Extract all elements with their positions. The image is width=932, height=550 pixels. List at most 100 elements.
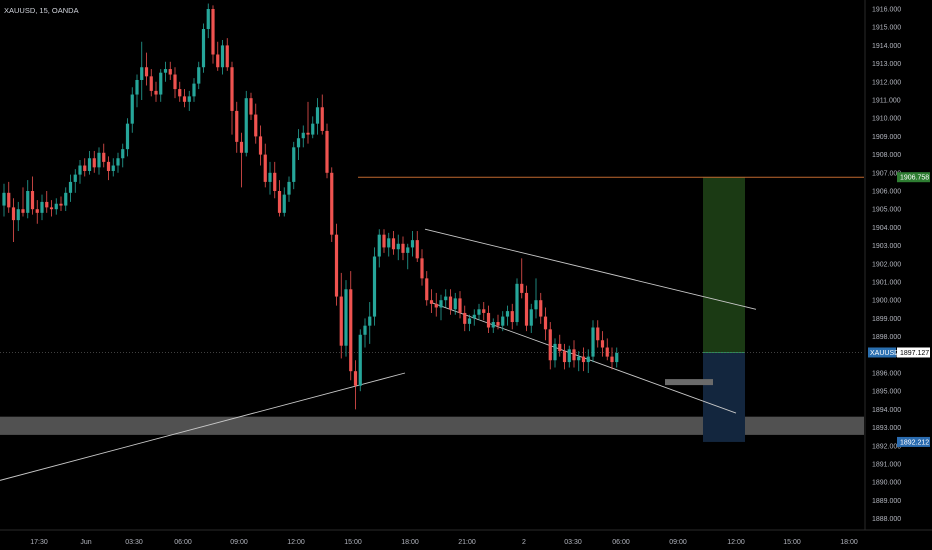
candle[interactable]: [453, 292, 457, 315]
candle[interactable]: [387, 232, 391, 257]
candle[interactable]: [154, 81, 158, 102]
candle[interactable]: [197, 61, 201, 90]
candle[interactable]: [159, 69, 163, 102]
candle[interactable]: [121, 143, 125, 168]
candle[interactable]: [11, 198, 16, 242]
support-zone[interactable]: [0, 416, 864, 435]
candle[interactable]: [68, 174, 73, 202]
candle[interactable]: [97, 147, 101, 175]
candle[interactable]: [249, 92, 253, 121]
candle[interactable]: [605, 338, 609, 361]
candle[interactable]: [358, 329, 362, 392]
candle[interactable]: [320, 94, 324, 135]
candle[interactable]: [225, 38, 229, 71]
candle[interactable]: [425, 271, 429, 306]
candle[interactable]: [558, 334, 562, 357]
candle[interactable]: [92, 150, 96, 173]
candle[interactable]: [282, 187, 286, 217]
candle[interactable]: [273, 161, 277, 199]
candle[interactable]: [429, 289, 434, 313]
loss-zone[interactable]: [703, 352, 745, 442]
candle[interactable]: [140, 41, 144, 100]
candle[interactable]: [16, 201, 20, 232]
candle[interactable]: [187, 90, 191, 111]
candle[interactable]: [615, 347, 619, 368]
profit-zone[interactable]: [703, 177, 745, 353]
candle[interactable]: [401, 236, 405, 261]
candle[interactable]: [73, 169, 77, 193]
candle[interactable]: [7, 181, 11, 213]
candle[interactable]: [263, 143, 267, 188]
candle[interactable]: [106, 156, 111, 181]
candle[interactable]: [534, 278, 538, 319]
candle[interactable]: [87, 150, 92, 175]
candle[interactable]: [482, 302, 486, 321]
candle[interactable]: [306, 101, 310, 144]
candle[interactable]: [515, 278, 519, 326]
candle[interactable]: [334, 223, 339, 306]
candle[interactable]: [311, 116, 315, 139]
candle[interactable]: [220, 39, 225, 75]
candle[interactable]: [149, 69, 153, 97]
candle[interactable]: [216, 41, 220, 71]
candle[interactable]: [21, 187, 25, 217]
candle[interactable]: [102, 143, 106, 168]
candle[interactable]: [201, 23, 206, 73]
candle[interactable]: [349, 271, 353, 381]
price-marker-box[interactable]: [665, 379, 713, 386]
candle[interactable]: [391, 231, 396, 255]
candle[interactable]: [244, 90, 248, 157]
candle[interactable]: [529, 303, 533, 333]
candle[interactable]: [296, 129, 301, 161]
candle[interactable]: [434, 292, 438, 317]
symbol-header[interactable]: XAUUSD, 15, OANDA: [4, 6, 79, 15]
candle[interactable]: [396, 234, 400, 261]
candle[interactable]: [182, 89, 187, 108]
candle[interactable]: [553, 338, 557, 368]
candle[interactable]: [64, 187, 68, 212]
candle[interactable]: [83, 158, 87, 177]
candle[interactable]: [325, 123, 329, 179]
candle[interactable]: [577, 351, 581, 372]
candle[interactable]: [30, 176, 35, 215]
candle[interactable]: [173, 67, 177, 99]
candle[interactable]: [458, 291, 462, 319]
candle[interactable]: [368, 302, 372, 344]
channel-upper-trendline[interactable]: [424, 228, 757, 310]
candle[interactable]: [496, 314, 500, 330]
candle[interactable]: [586, 349, 590, 373]
candle[interactable]: [439, 294, 443, 321]
candle[interactable]: [125, 118, 130, 157]
candle[interactable]: [377, 229, 381, 268]
candle[interactable]: [505, 305, 510, 326]
candle[interactable]: [486, 305, 491, 333]
candle[interactable]: [211, 5, 215, 64]
candle[interactable]: [206, 3, 210, 39]
candle[interactable]: [163, 61, 168, 82]
candle[interactable]: [287, 176, 291, 202]
candle[interactable]: [581, 347, 586, 372]
candle[interactable]: [277, 180, 282, 217]
candle[interactable]: [410, 231, 415, 257]
candle[interactable]: [45, 191, 49, 213]
candle[interactable]: [40, 194, 44, 221]
candle[interactable]: [130, 87, 134, 133]
candle[interactable]: [330, 167, 334, 242]
candle[interactable]: [567, 345, 571, 368]
candle[interactable]: [26, 180, 30, 219]
candle[interactable]: [600, 331, 605, 357]
candle[interactable]: [59, 196, 63, 212]
candle[interactable]: [548, 322, 552, 370]
rising-support-trendline[interactable]: [0, 372, 406, 481]
candle[interactable]: [2, 183, 6, 217]
candle[interactable]: [135, 74, 139, 108]
candle[interactable]: [192, 78, 196, 102]
candle[interactable]: [596, 320, 600, 348]
candle[interactable]: [406, 243, 410, 270]
candle[interactable]: [543, 307, 548, 341]
candle[interactable]: [49, 200, 54, 217]
candle[interactable]: [448, 289, 453, 315]
candle[interactable]: [539, 292, 543, 324]
candle[interactable]: [258, 125, 263, 166]
candle[interactable]: [467, 314, 472, 332]
